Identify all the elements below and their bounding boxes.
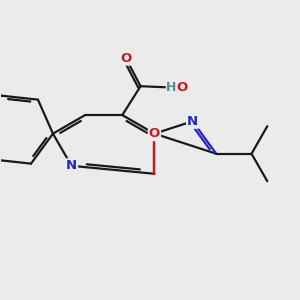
Text: O: O <box>120 52 131 65</box>
Text: N: N <box>187 115 198 128</box>
Text: N: N <box>66 159 77 172</box>
Text: H: H <box>166 81 177 94</box>
Text: O: O <box>149 127 160 140</box>
Text: O: O <box>176 81 188 94</box>
